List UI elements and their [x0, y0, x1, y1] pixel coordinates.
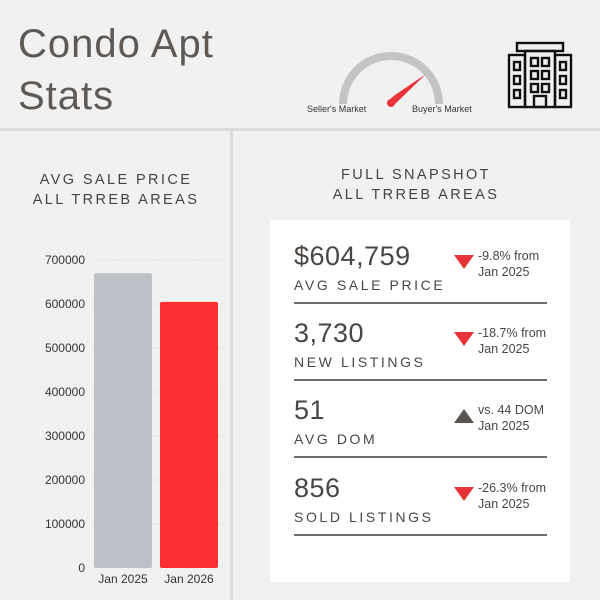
stat-change-line-1: vs. 44 DOM — [478, 403, 544, 417]
stat-change: vs. 44 DOM Jan 2025 — [478, 402, 568, 434]
y-tick-label: 400000 — [45, 385, 85, 399]
stat-change: -26.3% from Jan 2025 — [478, 480, 568, 512]
y-tick-label: 100000 — [45, 517, 85, 531]
stat-change-line-1: -26.3% from — [478, 481, 547, 495]
trend-down-icon — [454, 255, 474, 269]
gauge-buyer-label: Buyer's Market — [412, 104, 472, 114]
stat-divider — [294, 534, 547, 536]
avg-sale-price-chart: 0 100000 200000 300000 400000 500000 600000 700… — [45, 253, 224, 586]
stat-change-line-2: Jan 2025 — [478, 419, 530, 433]
y-tick-label: 600000 — [45, 297, 85, 311]
title-line-1: Condo Apt — [18, 22, 214, 66]
y-tick-label: 0 — [78, 561, 85, 575]
chart-heading: AVG SALE PRICE ALL TRREB AREAS — [0, 170, 232, 210]
gauge-needle — [388, 74, 426, 106]
bar-jan-2026 — [160, 301, 218, 568]
stat-label: SOLD LISTINGS — [294, 509, 434, 525]
snapshot-heading-line-2: ALL TRREB AREAS — [332, 187, 500, 203]
stat-change: -9.8% from Jan 2025 — [478, 248, 568, 280]
stat-change: -18.7% from Jan 2025 — [478, 325, 568, 357]
gauge-hub — [387, 99, 395, 107]
chart-heading-line-1: AVG SALE PRICE — [39, 172, 193, 188]
column-divider — [230, 131, 233, 600]
gauge-seller-label: Seller's Market — [307, 104, 367, 114]
y-tick-label: 500000 — [45, 341, 85, 355]
stat-change-line-1: -9.8% from — [478, 249, 540, 263]
y-tick-label: 200000 — [45, 473, 85, 487]
y-tick-label: 700000 — [45, 253, 85, 267]
stat-change-line-1: -18.7% from — [478, 326, 547, 340]
stat-value: 3,730 — [294, 318, 365, 348]
stat-divider — [294, 456, 547, 458]
stat-divider — [294, 302, 547, 304]
x-tick-label: Jan 2026 — [164, 572, 214, 586]
market-gauge-icon — [339, 52, 443, 107]
header-divider — [0, 128, 600, 131]
trend-up-icon — [454, 409, 474, 423]
snapshot-card: $604,759 AVG SALE PRICE -9.8% from Jan 2… — [270, 220, 570, 582]
title-line-2: Stats — [18, 74, 115, 118]
stat-change-line-2: Jan 2025 — [478, 265, 530, 279]
page-title: Condo Apt Stats — [18, 18, 214, 122]
stat-change-line-2: Jan 2025 — [478, 342, 530, 356]
stat-label: NEW LISTINGS — [294, 354, 426, 370]
gauge-arc — [339, 52, 443, 105]
stat-label: AVG DOM — [294, 431, 378, 447]
stat-value: 51 — [294, 395, 326, 425]
snapshot-heading-line-1: FULL SNAPSHOT — [341, 167, 491, 183]
bar-jan-2025 — [94, 273, 152, 568]
trend-down-icon — [454, 332, 474, 346]
stat-divider — [294, 379, 547, 381]
x-tick-label: Jan 2025 — [98, 572, 148, 586]
apartment-building-icon — [507, 41, 573, 109]
snapshot-heading: FULL SNAPSHOT ALL TRREB AREAS — [232, 165, 600, 205]
stat-value: $604,759 — [294, 241, 411, 271]
stat-change-line-2: Jan 2025 — [478, 497, 530, 511]
y-tick-label: 300000 — [45, 429, 85, 443]
stat-label: AVG SALE PRICE — [294, 277, 446, 293]
chart-heading-line-2: ALL TRREB AREAS — [32, 192, 200, 208]
trend-down-icon — [454, 487, 474, 501]
stat-value: 856 — [294, 473, 341, 503]
